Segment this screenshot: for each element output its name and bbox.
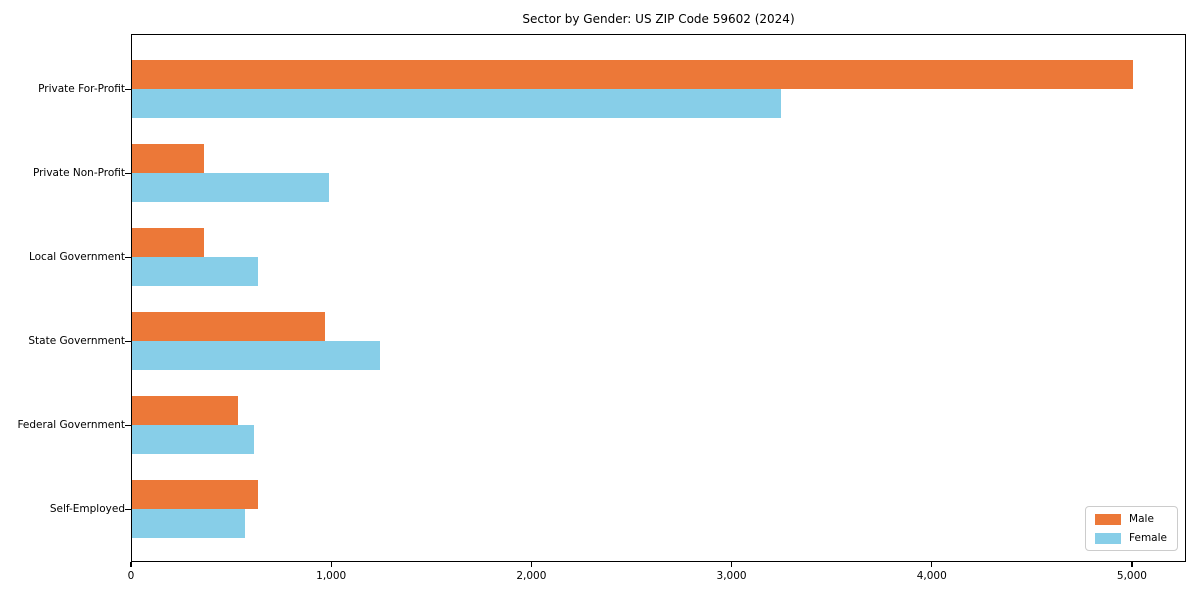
x-axis-tick-label: 3,000 [716, 570, 747, 582]
y-axis-label-private-for-profit: Private For-Profit [38, 83, 125, 95]
x-axis-tick-label: 2,000 [516, 570, 547, 582]
y-axis-label-federal-government: Federal Government [17, 419, 125, 431]
x-tick [931, 562, 933, 567]
bar-male-federal-government [132, 396, 238, 425]
bar-female-private-for-profit [132, 89, 782, 118]
x-tick [330, 562, 332, 567]
y-tick [125, 89, 131, 91]
bar-male-self-employed [132, 480, 258, 509]
x-tick [130, 562, 132, 567]
y-tick [125, 341, 131, 343]
x-axis-tick-label: 1,000 [316, 570, 347, 582]
bar-male-local-government [132, 228, 204, 257]
x-axis-tick-label: 0 [127, 570, 135, 582]
plot-area [131, 34, 1186, 562]
y-axis-label-local-government: Local Government [28, 251, 125, 263]
legend-swatch-male [1095, 513, 1122, 525]
y-axis-label-state-government: State Government [28, 335, 125, 347]
x-tick [730, 562, 733, 567]
legend-item-male: Male [1095, 513, 1167, 525]
bar-female-local-government [132, 257, 258, 286]
x-axis-tick-label: 5,000 [1116, 570, 1147, 582]
legend-swatch-female [1095, 532, 1122, 544]
legend: Male Female [1085, 506, 1178, 551]
x-tick [530, 562, 532, 567]
bar-male-private-for-profit [132, 60, 1134, 89]
bar-female-self-employed [132, 509, 245, 538]
x-axis-tick-label: 4,000 [916, 570, 947, 582]
bar-female-private-non-profit [132, 173, 329, 202]
bar-female-federal-government [132, 425, 254, 454]
bar-male-state-government [132, 312, 325, 341]
y-tick [125, 425, 131, 427]
legend-label-female: Female [1129, 532, 1167, 544]
bar-female-state-government [132, 341, 380, 370]
y-tick [125, 509, 131, 511]
y-axis-label-private-non-profit: Private Non-Profit [32, 167, 125, 179]
y-tick [125, 257, 131, 259]
y-tick [125, 173, 131, 175]
x-tick [1131, 562, 1133, 567]
chart-title: Sector by Gender: US ZIP Code 59602 (202… [522, 12, 795, 26]
y-axis-label-self-employed: Self-Employed [49, 503, 125, 515]
legend-label-male: Male [1129, 513, 1154, 525]
legend-item-female: Female [1095, 532, 1167, 544]
bar-male-private-non-profit [132, 144, 204, 173]
